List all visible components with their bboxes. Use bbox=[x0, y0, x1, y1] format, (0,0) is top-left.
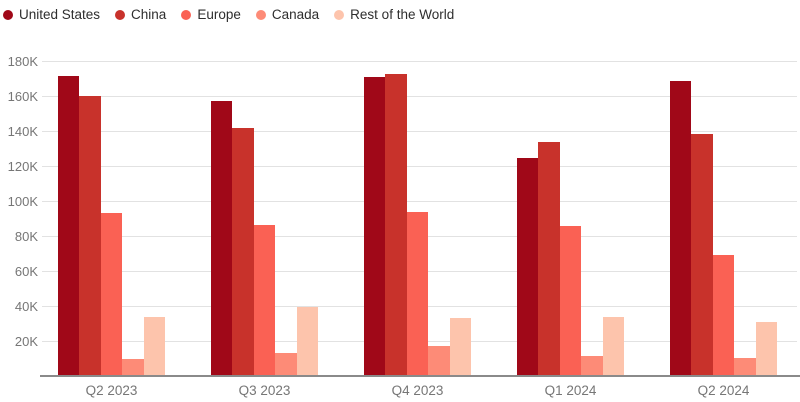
legend-item-europe: Europe bbox=[181, 8, 241, 22]
y-axis-tick-100k: 100K bbox=[7, 193, 38, 209]
x-axis-category-q3-2023: Q3 2023 bbox=[238, 383, 291, 398]
legend-swatch-icon bbox=[115, 9, 126, 20]
gridline-100k bbox=[42, 200, 797, 202]
chart-legend: United States China Europe Canada Rest of th… bbox=[3, 8, 454, 22]
x-axis-category-q1-2024: Q1 2024 bbox=[544, 383, 597, 398]
y-axis-tick-160k: 160K bbox=[7, 88, 38, 104]
x-axis-category-q4-2023: Q4 2023 bbox=[391, 383, 444, 398]
gridline-160k bbox=[42, 95, 797, 97]
y-axis-tick-20k: 20K bbox=[14, 333, 38, 349]
bar-rest-of-the-world-q4-2023 bbox=[449, 318, 471, 376]
legend-swatch-icon bbox=[255, 9, 266, 20]
bar-china-q2-2023 bbox=[79, 96, 101, 376]
gridline-140k bbox=[42, 130, 797, 132]
y-axis-tick-80k: 80K bbox=[14, 228, 38, 244]
bar-europe-q2-2024 bbox=[712, 255, 735, 376]
bar-canada-q4-2023 bbox=[428, 346, 450, 376]
gridline-180k bbox=[42, 60, 797, 62]
bar-europe-q1-2024 bbox=[559, 225, 582, 376]
bar-canada-q2-2024 bbox=[734, 357, 756, 376]
y-axis-tick-60k: 60K bbox=[14, 263, 38, 279]
legend-swatch-icon bbox=[334, 9, 345, 20]
legend-label: Europe bbox=[197, 7, 241, 22]
bar-rest-of-the-world-q2-2024 bbox=[755, 321, 777, 376]
bar-canada-q2-2023 bbox=[122, 358, 144, 376]
bar-united-states-q3-2023 bbox=[211, 101, 233, 376]
bar-europe-q3-2023 bbox=[253, 224, 276, 376]
legend-swatch-icon bbox=[181, 9, 192, 20]
legend-item-canada: Canada bbox=[255, 7, 320, 22]
bar-rest-of-the-world-q3-2023 bbox=[296, 306, 318, 376]
bar-china-q4-2023 bbox=[385, 74, 407, 376]
y-axis-tick-120k: 120K bbox=[7, 158, 38, 174]
bar-united-states-q1-2024 bbox=[517, 158, 539, 376]
y-axis-tick-40k: 40K bbox=[14, 298, 38, 314]
bar-united-states-q2-2023 bbox=[58, 75, 80, 376]
gridline-120k bbox=[42, 165, 797, 167]
legend-label: Canada bbox=[271, 7, 320, 22]
legend-label: United States bbox=[19, 7, 101, 22]
bar-china-q1-2024 bbox=[538, 142, 560, 376]
x-axis-category-q2-2023: Q2 2023 bbox=[85, 383, 138, 398]
bar-china-q2-2024 bbox=[691, 133, 713, 376]
x-axis-category-q2-2024: Q2 2024 bbox=[697, 383, 750, 398]
y-axis-tick-180k: 180K bbox=[7, 53, 38, 69]
bar-rest-of-the-world-q2-2023 bbox=[143, 316, 165, 376]
legend-swatch-icon bbox=[3, 9, 13, 20]
legend-label: China bbox=[131, 7, 167, 22]
legend-item-china: China bbox=[115, 8, 166, 22]
y-axis-tick-140k: 140K bbox=[7, 123, 38, 139]
bar-europe-q4-2023 bbox=[406, 212, 429, 376]
x-axis-line bbox=[40, 375, 800, 377]
bar-united-states-q2-2024 bbox=[670, 81, 692, 376]
legend-item-rest-of-the-world: Rest of the World bbox=[334, 8, 454, 22]
legend-item-united-states: United States bbox=[3, 8, 100, 22]
bar-united-states-q4-2023 bbox=[364, 76, 386, 376]
bar-canada-q1-2024 bbox=[581, 355, 603, 376]
bar-canada-q3-2023 bbox=[275, 353, 297, 376]
bar-china-q3-2023 bbox=[232, 128, 254, 376]
bar-europe-q2-2023 bbox=[100, 213, 123, 376]
bar-rest-of-the-world-q1-2024 bbox=[602, 317, 624, 376]
legend-label: Rest of the World bbox=[350, 7, 455, 22]
